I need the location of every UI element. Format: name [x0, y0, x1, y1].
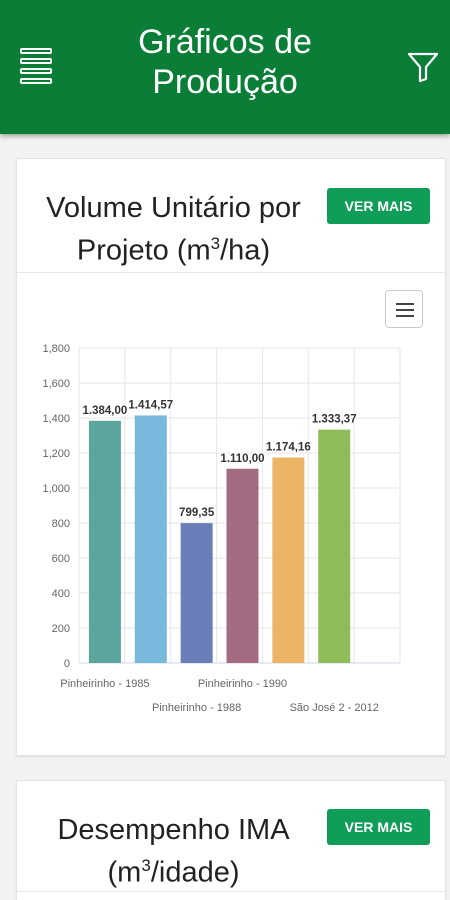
x-tick-label: São José 2 - 2012 [290, 702, 379, 714]
menu-button[interactable] [20, 48, 54, 84]
y-tick-label: 0 [64, 658, 70, 670]
bar [88, 420, 121, 663]
y-tick-label: 1,400 [42, 413, 70, 425]
y-tick-label: 200 [52, 623, 70, 635]
hamburger-icon [396, 303, 414, 305]
bar [226, 468, 259, 663]
bar [180, 523, 213, 663]
card-title-text: Volume Unitário por Projeto (m [46, 192, 301, 267]
bar [272, 457, 305, 663]
hamburger-icon-bar [396, 309, 414, 311]
card-title: Volume Unitário por Projeto (m3/ha) [31, 191, 316, 269]
y-tick-label: 1,200 [42, 448, 70, 460]
card-title-unit: /ha) [220, 234, 271, 267]
bar-data-label: 1.174,16 [266, 442, 311, 454]
bar-data-label: 799,35 [179, 507, 215, 519]
y-tick-label: 800 [52, 518, 70, 530]
y-tick-label: 600 [52, 553, 70, 565]
bar [134, 415, 167, 663]
bar-data-label: 1.414,57 [128, 399, 173, 411]
y-tick-label: 1,000 [42, 483, 70, 495]
volume-chart-card: Volume Unitário por Projeto (m3/ha) VER … [16, 158, 446, 756]
bar [318, 429, 351, 663]
hamburger-icon [20, 48, 52, 54]
bar-data-label: 1.110,00 [220, 453, 264, 465]
bar-chart: 0 200 400 600 800 1,000 1,200 1,400 1,600 1,800 1.… [42, 343, 401, 714]
y-tick-label: 1,800 [42, 343, 70, 355]
card-title-superscript: 3 [210, 234, 221, 253]
ver-mais-button[interactable]: VER MAIS [327, 809, 430, 845]
card-title-unit: /idade) [150, 856, 240, 889]
ima-chart-card: Desempenho IMA (m3/idade) VER MAIS [16, 780, 446, 900]
card-title: Desempenho IMA (m3/idade) [31, 813, 316, 891]
x-tick-label: Pinheirinho - 1985 [60, 678, 149, 690]
hamburger-icon-bar [20, 58, 52, 64]
divider [17, 272, 445, 273]
page-title: Gráficos de Produção [138, 23, 312, 101]
x-tick-label: Pinheirinho - 1990 [198, 678, 287, 690]
hamburger-icon-bar [20, 78, 52, 84]
ver-mais-button[interactable]: VER MAIS [327, 188, 430, 224]
x-tick-label: Pinheirinho - 1988 [152, 702, 241, 714]
chart-menu-button[interactable] [385, 290, 423, 328]
card-title-superscript: 3 [141, 856, 151, 875]
y-tick-label: 400 [52, 588, 70, 600]
filter-funnel-icon [407, 52, 439, 83]
hamburger-icon-bar [396, 315, 414, 317]
hamburger-icon-bar [20, 68, 52, 74]
bar-data-label: 1.384,00 [83, 405, 128, 417]
y-tick-label: 1,600 [42, 378, 70, 390]
filter-button[interactable] [406, 50, 440, 84]
card-title-text: Desempenho IMA (m [57, 814, 290, 889]
bar-data-label: 1.333,37 [312, 414, 357, 426]
app-bar: Gráficos de Produção [0, 0, 450, 134]
divider [17, 891, 445, 892]
